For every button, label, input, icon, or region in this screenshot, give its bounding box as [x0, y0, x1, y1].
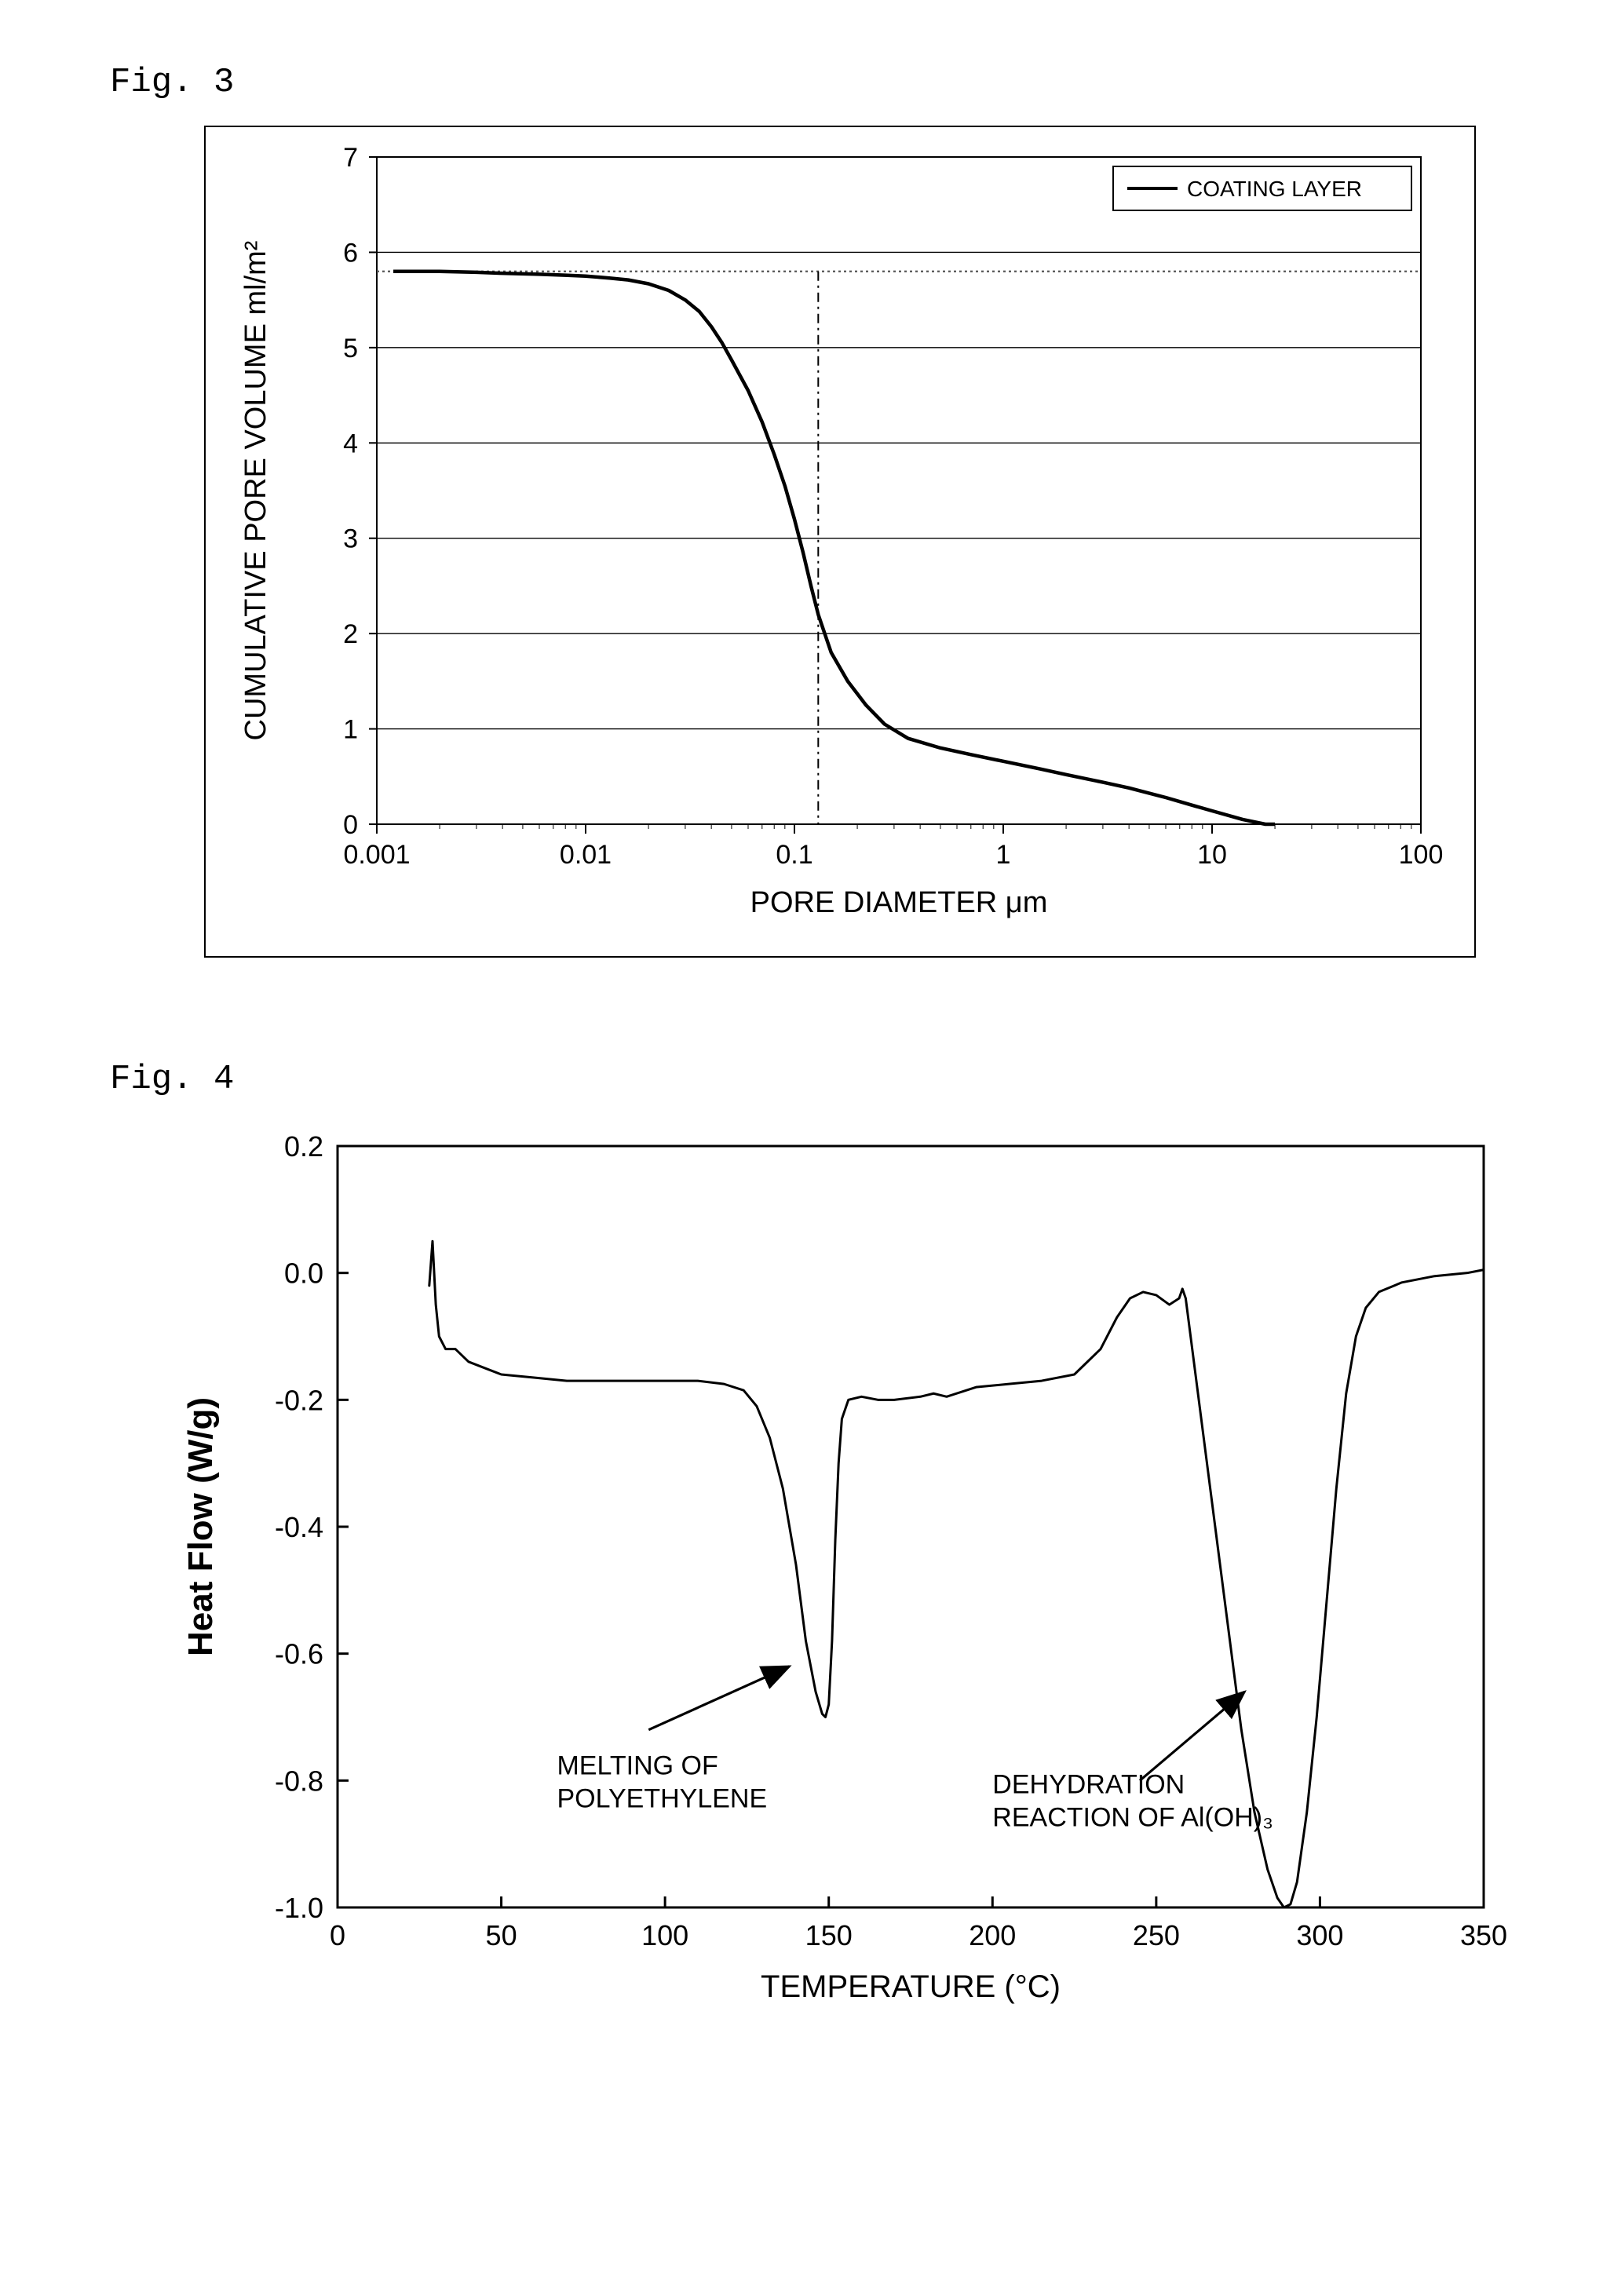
svg-text:MELTING OF: MELTING OF	[557, 1750, 718, 1780]
svg-text:3: 3	[343, 524, 358, 554]
svg-text:POLYETHYLENE: POLYETHYLENE	[557, 1783, 767, 1813]
svg-text:200: 200	[969, 1919, 1016, 1951]
svg-text:1: 1	[996, 840, 1011, 870]
svg-text:-0.8: -0.8	[275, 1765, 323, 1797]
svg-text:0: 0	[343, 810, 358, 840]
svg-text:4: 4	[343, 429, 358, 458]
fig3-svg: 0 1 2 3 4 5 6 7 0.001 0.01 0.1 1 10 100 COATING LAYER P…	[220, 141, 1460, 942]
svg-text:50: 50	[486, 1919, 517, 1951]
svg-text:PORE DIAMETER μm: PORE DIAMETER μm	[750, 886, 1048, 919]
svg-text:2: 2	[343, 619, 358, 649]
svg-text:Heat Flow (W/g): Heat Flow (W/g)	[181, 1397, 220, 1656]
svg-text:DEHYDRATION: DEHYDRATION	[992, 1770, 1185, 1800]
svg-text:7: 7	[343, 143, 358, 173]
svg-text:350: 350	[1460, 1919, 1507, 1951]
svg-text:300: 300	[1296, 1919, 1343, 1951]
svg-text:-0.6: -0.6	[275, 1638, 323, 1670]
svg-text:0.01: 0.01	[560, 840, 612, 870]
svg-text:5: 5	[343, 334, 358, 363]
svg-text:REACTION OF Al(OH)₃: REACTION OF Al(OH)₃	[992, 1803, 1273, 1833]
svg-text:0: 0	[330, 1919, 345, 1951]
fig3-label: Fig. 3	[110, 63, 1504, 102]
svg-text:0.1: 0.1	[776, 840, 812, 870]
svg-text:-0.4: -0.4	[275, 1511, 323, 1543]
fig4-chart: 0 50 100 150 200 250 300 350 -1.0 -0.8 -0.6 -0.4 -0.…	[157, 1122, 1504, 2033]
fig4-label: Fig. 4	[110, 1060, 1504, 1099]
svg-text:150: 150	[805, 1919, 853, 1951]
svg-text:100: 100	[1399, 840, 1444, 870]
svg-text:0.0: 0.0	[284, 1258, 323, 1290]
svg-text:10: 10	[1197, 840, 1227, 870]
svg-text:0.2: 0.2	[284, 1130, 323, 1163]
fig3-chart: 0 1 2 3 4 5 6 7 0.001 0.01 0.1 1 10 100 COATING LAYER P…	[204, 126, 1476, 958]
svg-text:0.001: 0.001	[343, 840, 410, 870]
svg-text:250: 250	[1133, 1919, 1180, 1951]
svg-text:100: 100	[641, 1919, 688, 1951]
svg-text:-0.2: -0.2	[275, 1384, 323, 1416]
svg-text:COATING LAYER: COATING LAYER	[1187, 177, 1362, 201]
svg-text:1: 1	[343, 715, 358, 745]
svg-text:TEMPERATURE (°C): TEMPERATURE (°C)	[761, 1969, 1061, 2004]
svg-text:6: 6	[343, 238, 358, 268]
svg-text:-1.0: -1.0	[275, 1892, 323, 1924]
fig4-svg: 0 50 100 150 200 250 300 350 -1.0 -0.8 -0.6 -0.4 -0.…	[157, 1122, 1523, 2033]
svg-text:CUMULATIVE PORE VOLUME ml/m²: CUMULATIVE PORE VOLUME ml/m²	[239, 241, 272, 741]
